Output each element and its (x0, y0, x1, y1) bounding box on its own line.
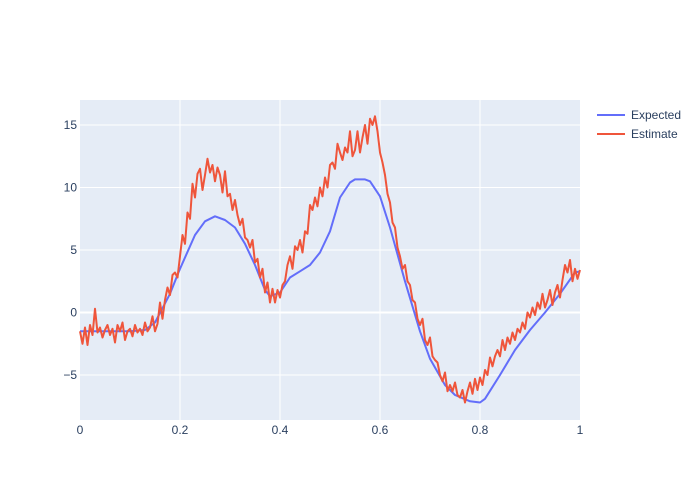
y-tick-label: 5 (70, 243, 77, 257)
y-tick-label: −5 (63, 368, 77, 382)
x-tick-label: 0 (77, 423, 84, 437)
x-tick-label: 1 (577, 423, 584, 437)
x-tick-label: 0.4 (272, 423, 289, 437)
series-line-expected (80, 178, 581, 404)
x-tick-label: 0.8 (472, 423, 489, 437)
plot-background (80, 100, 580, 420)
y-tick-label: 15 (64, 118, 78, 132)
x-axis-tick-labels: 0 0.2 0.4 0.6 0.8 1 (77, 423, 584, 437)
legend[interactable]: Expected Estimate (597, 108, 681, 141)
legend-label: Expected (631, 108, 681, 122)
series-lines (79, 115, 581, 404)
legend-label: Estimate (631, 127, 678, 141)
y-axis-tick-labels: −5 0 5 10 15 (63, 118, 77, 382)
x-tick-label: 0.6 (372, 423, 389, 437)
y-tick-label: 10 (64, 181, 78, 195)
legend-item-estimate[interactable]: Estimate (597, 127, 678, 141)
x-tick-label: 0.2 (172, 423, 189, 437)
legend-item-expected[interactable]: Expected (597, 108, 681, 122)
y-tick-label: 0 (70, 306, 77, 320)
series-line-estimate (79, 115, 581, 404)
